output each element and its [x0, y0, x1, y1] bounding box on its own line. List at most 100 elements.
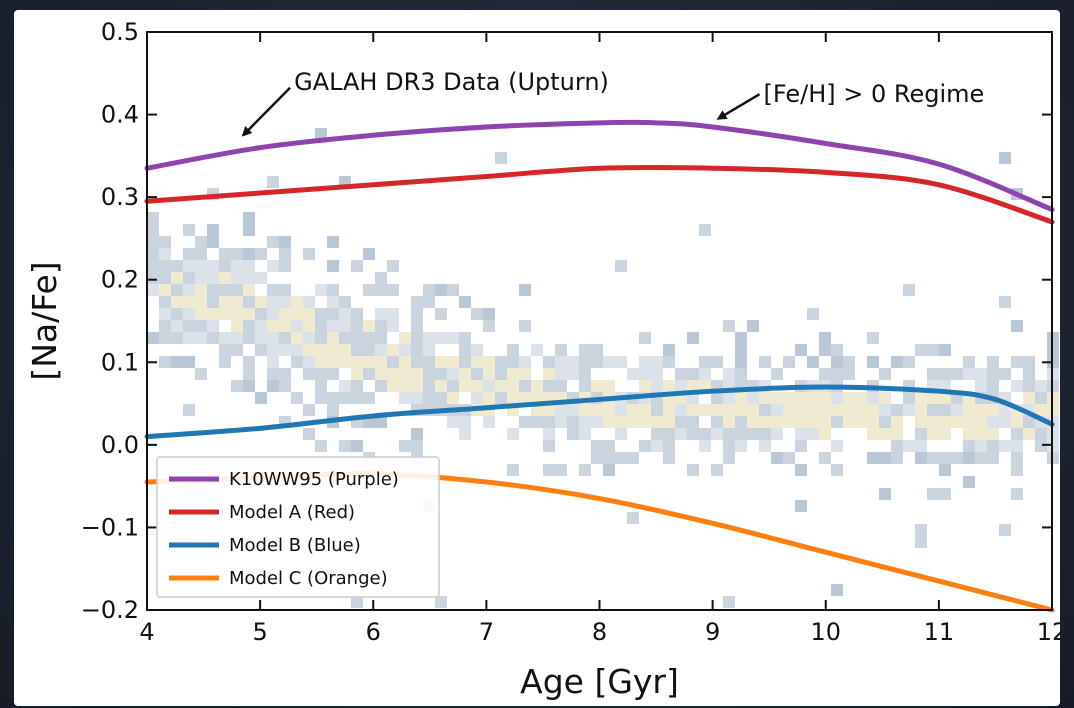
density-cell — [615, 428, 627, 440]
density-cell — [399, 380, 411, 392]
density-cell — [939, 464, 951, 476]
density-cell — [987, 404, 999, 416]
density-cell — [627, 452, 639, 464]
density-cell — [495, 152, 507, 164]
density-cell — [303, 428, 315, 440]
y-tick-label: 0.5 — [101, 18, 139, 46]
density-cell — [1011, 488, 1023, 500]
density-cell — [315, 320, 327, 332]
density-cell — [267, 176, 279, 188]
density-cell — [903, 356, 915, 368]
density-cell — [843, 416, 855, 428]
density-cell — [171, 332, 183, 344]
density-cell — [999, 440, 1011, 452]
density-cell — [771, 368, 783, 380]
density-cell — [963, 416, 975, 428]
density-cell — [315, 344, 327, 356]
density-cell — [819, 404, 831, 416]
density-cell — [375, 344, 387, 356]
x-tick-label: 12 — [1037, 618, 1060, 646]
density-cell — [519, 416, 531, 428]
density-cell — [351, 344, 363, 356]
chart-svg: 4 5 6 7 8 9 10 11 12 −0.2 −0.1 0.0 0.1 0.2 0.3 0.4 0.5 A… — [25, 18, 1060, 701]
density-cell — [831, 416, 843, 428]
density-cell — [771, 452, 783, 464]
density-cell — [243, 308, 255, 320]
density-cell — [987, 368, 999, 380]
density-cell — [171, 260, 183, 272]
density-cell — [939, 404, 951, 416]
density-cell — [255, 392, 267, 404]
density-cell — [351, 380, 363, 392]
density-cell — [243, 320, 255, 332]
density-cell — [723, 416, 735, 428]
density-cell — [555, 368, 567, 380]
density-cell — [1011, 428, 1023, 440]
density-cell — [375, 332, 387, 344]
density-cell — [615, 404, 627, 416]
density-cell — [939, 416, 951, 428]
density-cell — [255, 344, 267, 356]
density-cell — [363, 344, 375, 356]
density-cell — [639, 440, 651, 452]
density-cell — [747, 404, 759, 416]
density-cell — [315, 368, 327, 380]
density-cell — [831, 440, 843, 452]
density-cell — [651, 380, 663, 392]
density-cell — [591, 440, 603, 452]
density-cell — [795, 428, 807, 440]
density-cell — [951, 452, 963, 464]
density-cell — [723, 368, 735, 380]
density-cell — [387, 344, 399, 356]
density-cell — [975, 428, 987, 440]
density-cell — [267, 380, 279, 392]
density-cell — [171, 272, 183, 284]
density-cell — [591, 344, 603, 356]
density-cell — [495, 356, 507, 368]
density-cell — [1035, 392, 1047, 404]
density-cell — [195, 284, 207, 296]
density-cell — [147, 236, 159, 248]
density-cell — [411, 392, 423, 404]
density-cell — [795, 464, 807, 476]
density-cell — [243, 284, 255, 296]
density-cell — [879, 368, 891, 380]
density-cell — [675, 416, 687, 428]
density-cell — [915, 452, 927, 464]
density-cell — [207, 332, 219, 344]
density-cell — [999, 296, 1011, 308]
density-cell — [579, 416, 591, 428]
density-cell — [339, 380, 351, 392]
density-cell — [927, 344, 939, 356]
density-cell — [243, 260, 255, 272]
density-cell — [519, 392, 531, 404]
density-cell — [399, 344, 411, 356]
axis-ticks: 4 5 6 7 8 9 10 11 12 −0.2 −0.1 0.0 0.1 0.2 0.3 0.4 0.5 — [81, 18, 1060, 646]
density-cell — [315, 284, 327, 296]
density-cell — [459, 416, 471, 428]
density-cell — [639, 380, 651, 392]
density-cell — [267, 236, 279, 248]
density-cell — [759, 428, 771, 440]
density-cell — [891, 452, 903, 464]
density-cell — [183, 248, 195, 260]
density-cell — [507, 380, 519, 392]
density-cell — [963, 404, 975, 416]
density-cell — [603, 452, 615, 464]
density-cell — [579, 356, 591, 368]
density-cell — [387, 260, 399, 272]
density-cell — [699, 356, 711, 368]
density-cell — [159, 260, 171, 272]
density-cell — [483, 392, 495, 404]
x-axis-label: Age [Gyr] — [520, 662, 679, 701]
density-cell — [195, 332, 207, 344]
density-cell — [219, 332, 231, 344]
legend: K10WW95 (Purple) Model A (Red) Model B (Bl… — [156, 456, 440, 598]
density-cell — [351, 260, 363, 272]
density-cell — [267, 356, 279, 368]
density-cell — [915, 392, 927, 404]
density-cell — [663, 404, 675, 416]
density-cell — [423, 344, 435, 356]
density-cell — [147, 272, 159, 284]
density-cell — [339, 308, 351, 320]
